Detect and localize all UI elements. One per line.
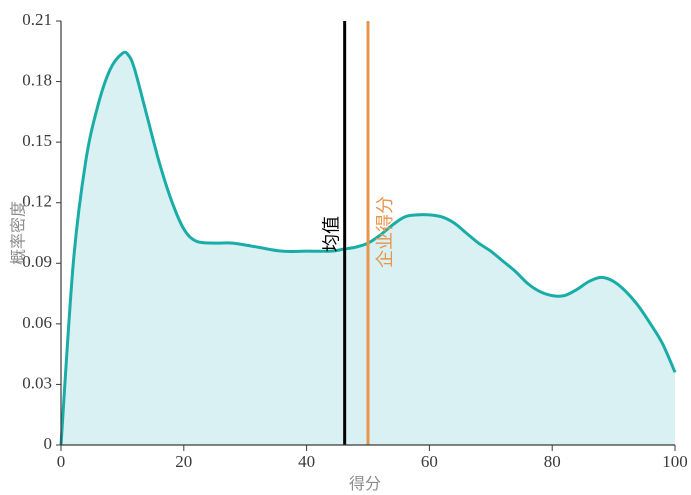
x-tick-label: 40 — [298, 452, 315, 471]
y-tick-label: 0.12 — [22, 192, 52, 211]
density-curve — [59, 50, 677, 446]
x-tick-label: 0 — [57, 452, 66, 471]
ref-label-0: 均值 — [322, 216, 343, 252]
y-tick-label: 0.03 — [22, 373, 52, 392]
y-tick-label: 0.09 — [22, 252, 52, 271]
y-tick-label: 0 — [44, 434, 53, 453]
x-tick-label: 60 — [421, 452, 438, 471]
ref-label-1: 企业得分 — [375, 196, 396, 268]
y-tick-label: 0.06 — [22, 313, 52, 332]
x-tick-label: 80 — [544, 452, 561, 471]
y-tick-label: 0.15 — [22, 131, 52, 150]
y-tick-label: 0.21 — [22, 10, 52, 29]
y-axis-title: 概率密度 — [9, 201, 28, 265]
x-tick-label: 100 — [662, 452, 688, 471]
x-tick-label: 20 — [175, 452, 192, 471]
y-tick-label: 0.18 — [22, 70, 52, 89]
x-axis-title: 得分 — [349, 474, 381, 493]
